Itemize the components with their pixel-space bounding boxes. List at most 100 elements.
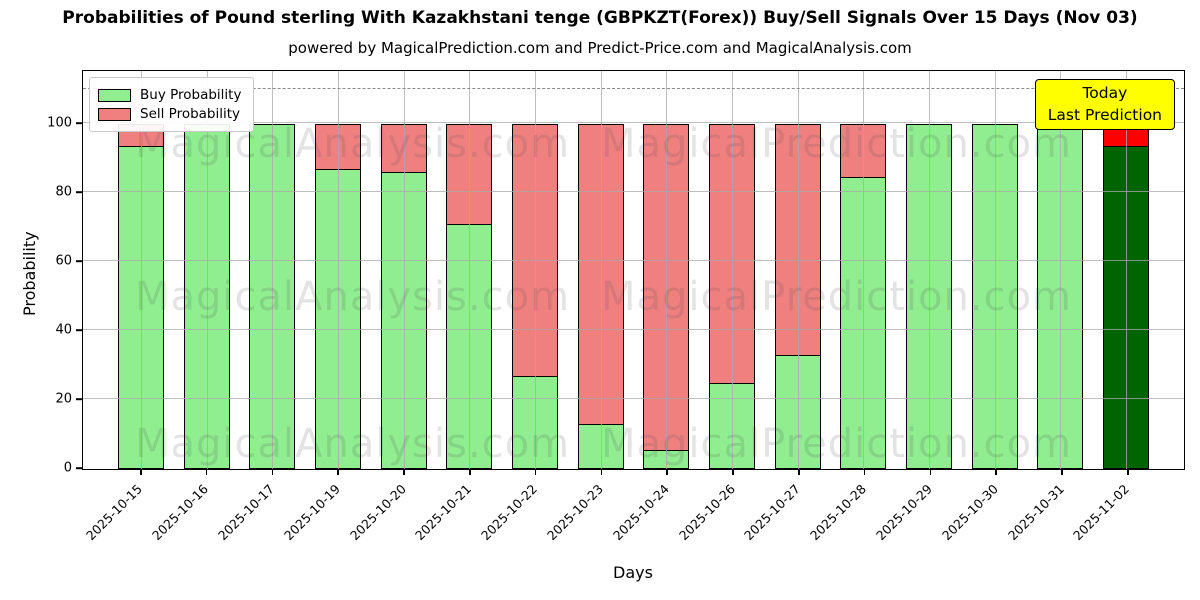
stacked-bar bbox=[314, 124, 361, 469]
stacked-bar bbox=[511, 124, 558, 469]
y-tick-mark bbox=[76, 191, 82, 193]
y-tick-label: 100 bbox=[47, 115, 72, 131]
buy-segment bbox=[577, 424, 624, 469]
y-tick-label: 60 bbox=[55, 253, 72, 269]
legend-entry-label: Sell Probability bbox=[140, 106, 241, 122]
sell-segment bbox=[709, 124, 755, 383]
today-annotation: Today Last Prediction bbox=[1034, 79, 1175, 131]
x-tick-slot: 2025-10-21 bbox=[412, 470, 502, 590]
x-tick-slot: 2025-10-19 bbox=[281, 470, 370, 590]
y-tick-mark bbox=[76, 467, 82, 469]
sell-segment bbox=[314, 124, 361, 169]
legend: Buy Probability Sell Probability bbox=[89, 77, 255, 132]
plot-area: MagicalAnalysis.comMagicalPrediction.com… bbox=[82, 70, 1185, 470]
bar-slot bbox=[699, 71, 765, 469]
x-tick-mark bbox=[600, 470, 603, 475]
stacked-bar bbox=[380, 124, 427, 469]
buy-segment bbox=[249, 124, 296, 469]
sell-segment bbox=[380, 124, 427, 173]
bar-slot bbox=[239, 71, 305, 469]
y-axis: 0 20 40 60 80 100 bbox=[0, 70, 82, 476]
stacked-bar bbox=[774, 124, 821, 469]
bar-slot bbox=[305, 71, 371, 469]
stacked-bar bbox=[249, 124, 296, 469]
buy-segment bbox=[117, 146, 164, 469]
x-tick-mark bbox=[205, 470, 208, 475]
stacked-bar bbox=[643, 124, 690, 469]
x-tick-slot: 2025-10-15 bbox=[83, 470, 173, 590]
legend-color-patch bbox=[98, 107, 131, 121]
x-tick-slot: 2025-10-16 bbox=[149, 470, 239, 590]
bars-layer bbox=[83, 71, 1184, 469]
y-tick-mark bbox=[76, 260, 82, 262]
x-tick-slot: 2025-10-23 bbox=[544, 470, 634, 590]
x-tick-mark bbox=[139, 470, 142, 475]
buy-segment bbox=[511, 375, 558, 469]
buy-segment bbox=[380, 172, 427, 469]
buy-segment bbox=[446, 224, 493, 469]
bar-slot bbox=[568, 71, 634, 469]
x-tick-slot: 2025-11-02 bbox=[1070, 470, 1160, 590]
x-axis: 2025-10-15 2025-10-16 2025-10-17 2025-10-19… bbox=[82, 470, 1185, 590]
sell-segment bbox=[577, 124, 624, 425]
stacked-bar bbox=[971, 124, 1018, 469]
bar-slot bbox=[1028, 71, 1094, 469]
buy-segment bbox=[971, 124, 1018, 469]
chart-title: Probabilities of Pound sterling With Kaz… bbox=[62, 8, 1138, 28]
buy-segment bbox=[774, 355, 821, 469]
x-tick-mark bbox=[1061, 470, 1063, 475]
buy-segment bbox=[709, 382, 755, 469]
stacked-bar bbox=[117, 124, 164, 469]
x-tick-slot: 2025-10-22 bbox=[478, 470, 568, 590]
y-tick-mark bbox=[76, 398, 82, 400]
x-tick-mark bbox=[271, 470, 274, 475]
buy-segment bbox=[1103, 146, 1150, 469]
buy-segment bbox=[840, 177, 887, 469]
bar-slot bbox=[896, 71, 962, 469]
y-tick-label: 80 bbox=[55, 184, 72, 200]
buy-segment bbox=[314, 168, 361, 469]
x-tick-slot: 2025-10-24 bbox=[610, 470, 700, 590]
x-tick-label: 2025-10-15 bbox=[83, 481, 146, 544]
bar-slot bbox=[765, 71, 831, 469]
sell-segment bbox=[840, 124, 887, 178]
chart-subtitle: powered by MagicalPrediction.com and Pre… bbox=[288, 39, 912, 57]
stacked-bar bbox=[840, 124, 887, 469]
x-tick-mark bbox=[534, 470, 537, 475]
x-tick-mark bbox=[798, 470, 800, 475]
x-tick-mark bbox=[468, 470, 471, 475]
sell-segment bbox=[643, 124, 690, 451]
bar-slot bbox=[371, 71, 437, 469]
stacked-bar bbox=[1037, 124, 1084, 469]
y-tick-label: 20 bbox=[55, 391, 72, 407]
x-tick-mark bbox=[337, 470, 339, 475]
x-tick-slot: 2025-10-29 bbox=[873, 470, 963, 590]
x-tick-slot: 2025-10-28 bbox=[807, 470, 897, 590]
today-annotation-line2: Last Prediction bbox=[1047, 105, 1162, 124]
x-tick-mark bbox=[995, 470, 998, 475]
y-tick-label: 40 bbox=[55, 322, 72, 338]
x-tick-mark bbox=[403, 470, 405, 475]
x-tick-slot: 2025-10-27 bbox=[741, 470, 831, 590]
buy-segment bbox=[643, 450, 690, 469]
bar-slot bbox=[1093, 71, 1159, 469]
sell-segment bbox=[774, 124, 821, 356]
sell-segment bbox=[446, 124, 493, 225]
x-tick-slot: 2025-10-26 bbox=[676, 470, 765, 590]
x-tick-slot: 2025-10-17 bbox=[215, 470, 305, 590]
stacked-bar bbox=[906, 124, 953, 469]
buy-segment bbox=[906, 124, 953, 469]
y-tick-mark bbox=[76, 122, 82, 124]
legend-entry-label: Buy Probability bbox=[140, 87, 242, 103]
x-tick-slot: 2025-10-30 bbox=[939, 470, 1029, 590]
stacked-bar bbox=[709, 124, 755, 469]
buy-segment bbox=[183, 124, 230, 469]
x-axis-label: Days bbox=[613, 563, 653, 582]
stacked-bar bbox=[577, 124, 624, 469]
bar-slot bbox=[962, 71, 1028, 469]
stacked-bar bbox=[183, 124, 230, 469]
stacked-bar bbox=[1103, 124, 1150, 469]
x-tick-mark bbox=[666, 470, 668, 475]
x-tick-mark bbox=[732, 470, 734, 475]
